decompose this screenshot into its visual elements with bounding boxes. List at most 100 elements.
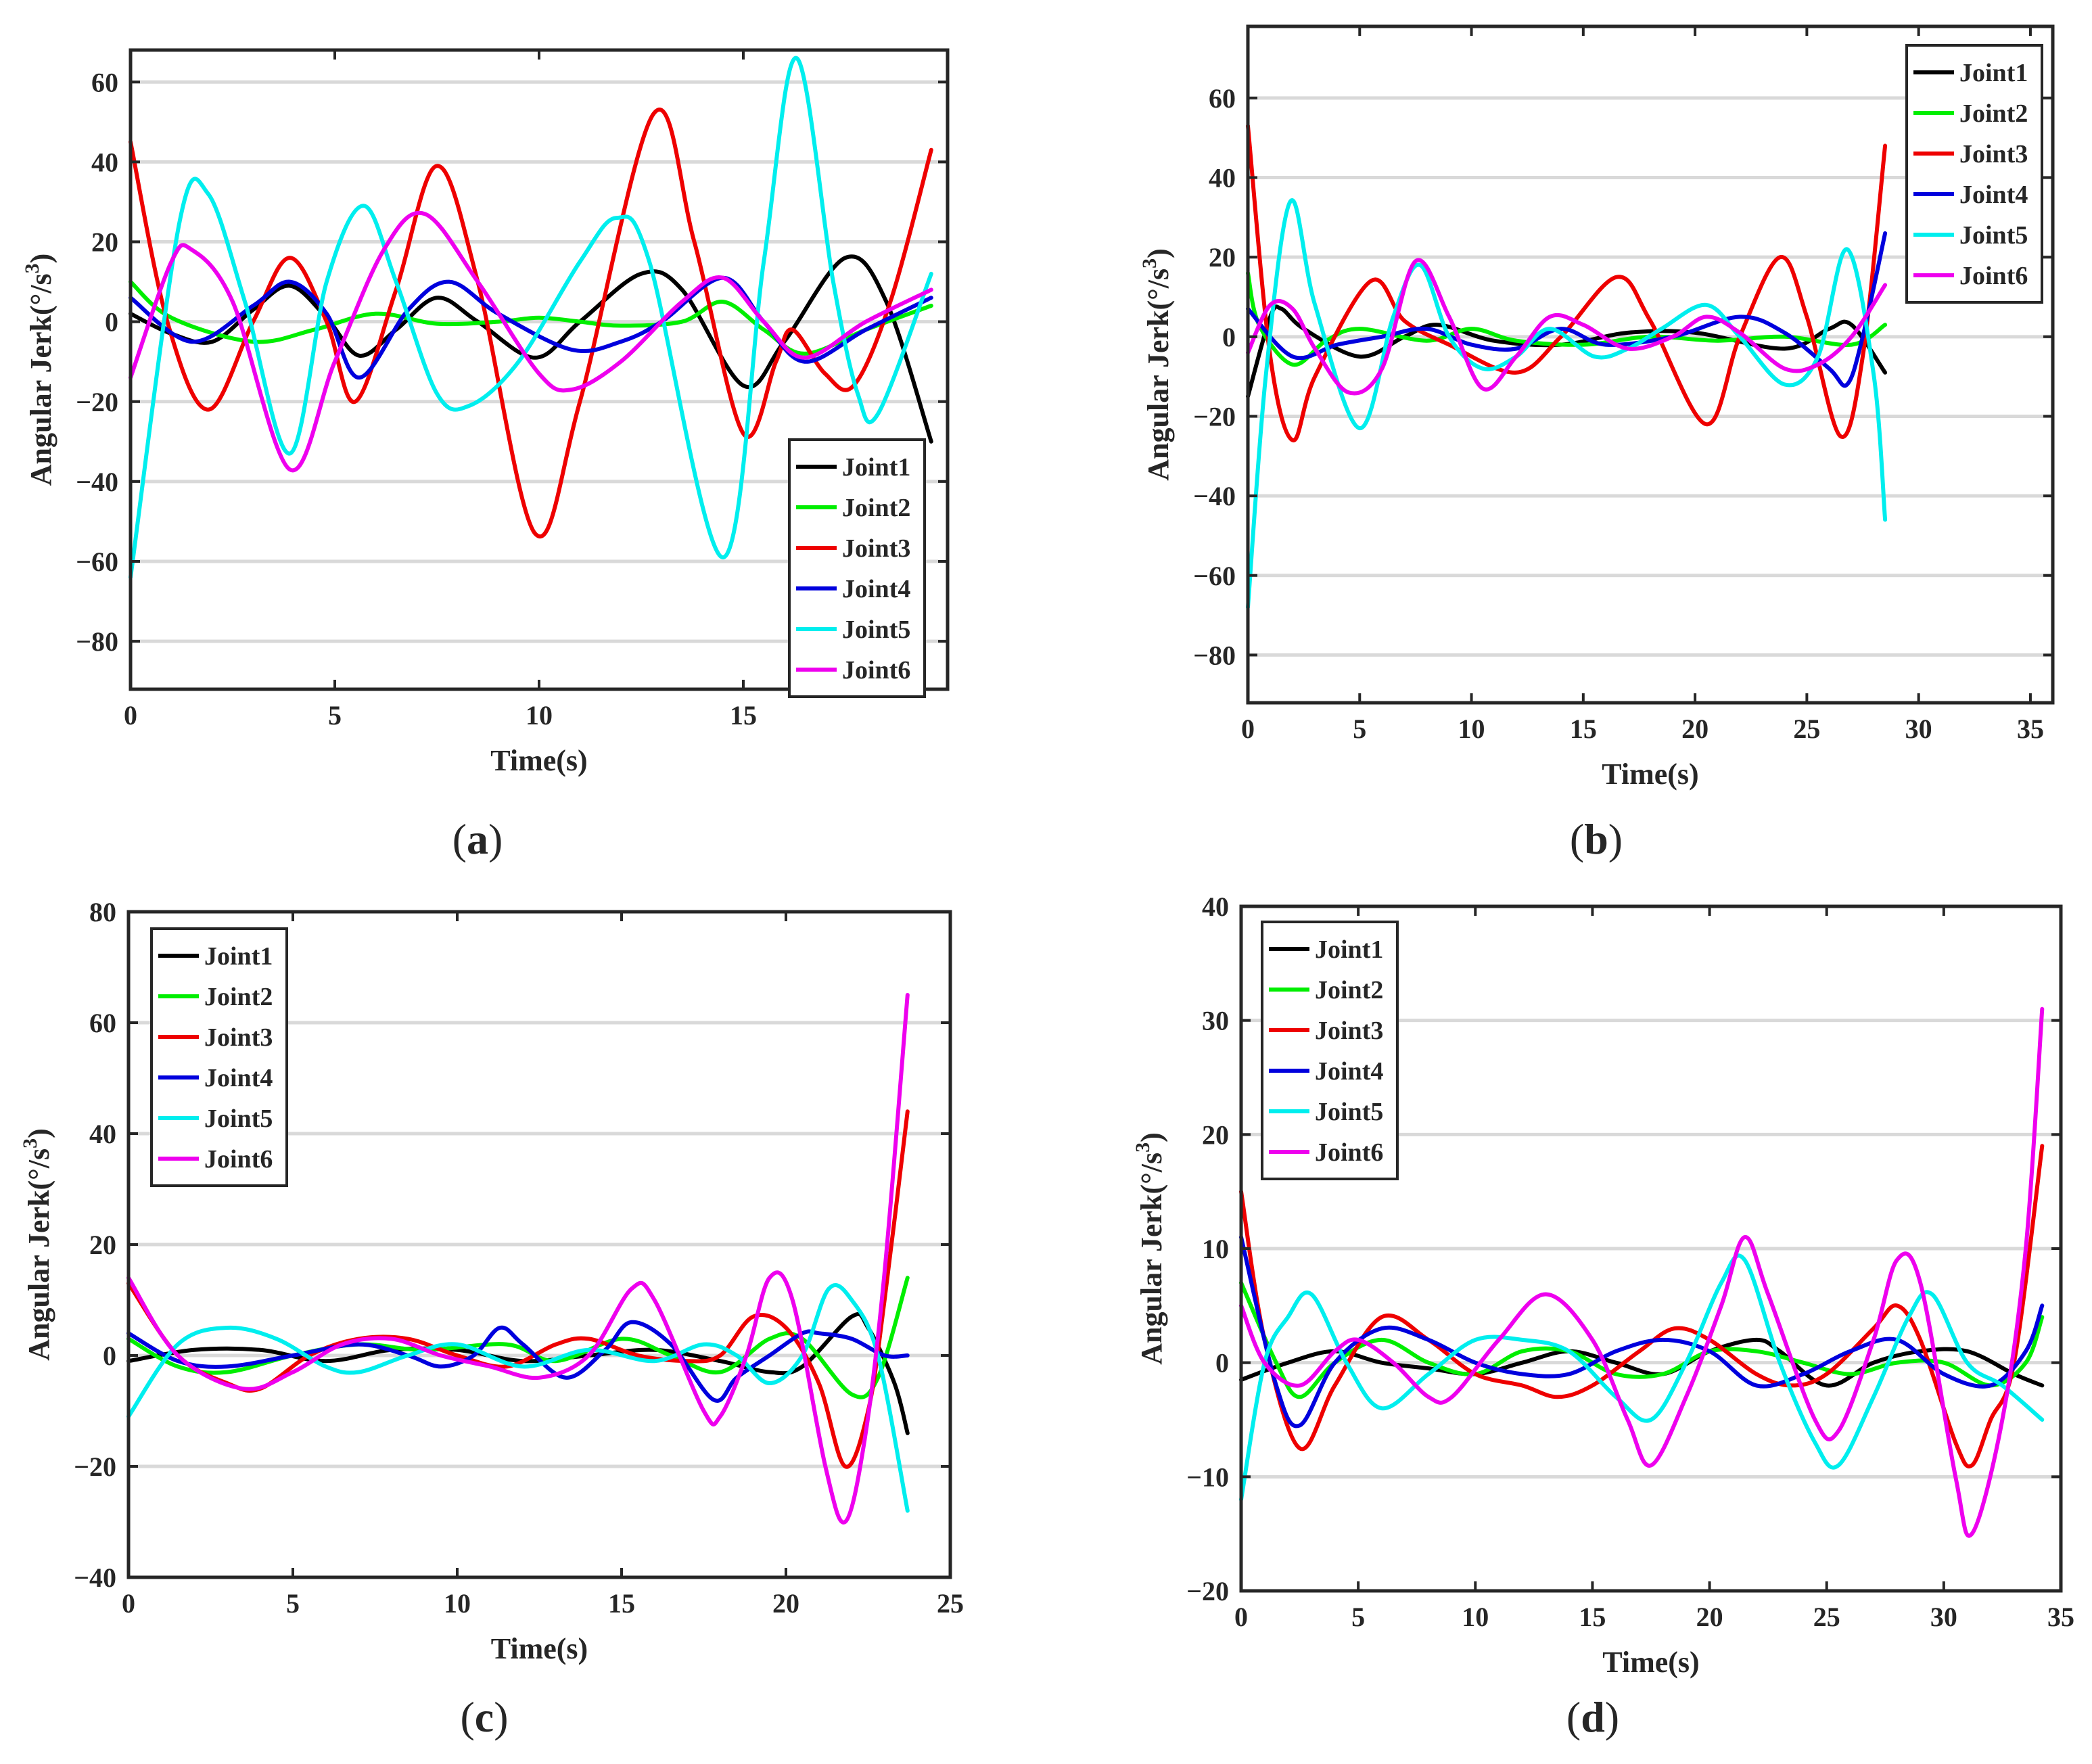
legend-label-joint1: Joint1 [204,942,273,971]
legend-label-joint1: Joint1 [1315,935,1383,964]
panel-label-letter: b [1584,815,1608,863]
panel-d: 0 5 10 15 20 25 30 35 −20 −10 0 10 20 30 40 Time(s) Angu… [1132,891,2074,1741]
legend-label-joint3: Joint3 [1959,140,2028,168]
y-tick-label: −40 [74,1562,116,1593]
y-axis-title-close: ) [22,1128,55,1138]
y-tick-label: 30 [1202,1006,1229,1036]
y-axis-title-main: Angular Jerk(°/s [24,273,57,486]
series-line-joint2 [1246,271,1888,367]
series-line-joint4 [1239,1235,2045,1429]
series-line-joint1 [129,254,933,444]
panel-label-open: ( [1570,815,1584,863]
panel-a: 0 5 10 15 −80 −60 −40 −20 0 20 40 60 Time(s) Angular … [21,48,950,863]
panel-label: (b) [1570,815,1623,863]
plot-area [126,993,910,1525]
y-tick-label: 20 [91,227,118,258]
y-tick-label: 60 [89,1008,116,1038]
legend: Joint1 Joint2 Joint3 Joint4 Joint5 Joint6 [1261,921,1399,1180]
panel-label: (a) [452,815,503,863]
legend-label-joint3: Joint3 [204,1023,273,1052]
y-tick-label: 0 [1215,1348,1229,1378]
series-line-joint5 [1239,1253,2045,1502]
panel-label: (d) [1566,1693,1619,1741]
y-axis-title-superscript: 3 [19,1138,41,1148]
x-tick-label: 10 [1458,714,1485,744]
y-tick-label: 40 [1209,163,1236,193]
legend-label-joint6: Joint6 [842,656,910,684]
panel-b: 0 5 10 15 20 25 30 35 −80 −60 −40 −20 0 20 40 60 Time(s)… [1138,24,2055,863]
x-tick-label: 20 [1696,1602,1723,1632]
x-axis-title: Time(s) [491,1632,588,1665]
legend-label-joint2: Joint2 [1315,976,1383,1004]
y-tick-label: 20 [1202,1119,1229,1150]
y-tick-label: 40 [91,147,118,177]
legend-label-joint2: Joint2 [204,983,273,1011]
x-tick-label: 35 [2047,1602,2074,1632]
series-line-joint3 [129,108,933,539]
panel-label-close: ) [488,815,503,863]
y-tick-label: 0 [103,1341,116,1371]
legend-label-joint2: Joint2 [1959,99,2028,128]
ticks: 0 5 10 15 20 25 30 35 −80 −60 −40 −20 0 20 40 60 [1193,26,2053,744]
plot-area [129,55,933,580]
legend-box [788,438,926,698]
y-axis-title-main: Angular Jerk(°/s [1135,1153,1168,1365]
panel-label-letter: d [1581,1693,1605,1741]
y-tick-label: 20 [1209,242,1236,273]
legend: Joint1 Joint2 Joint3 Joint4 Joint5 Joint6 [150,927,288,1187]
series-line-joint5 [129,55,933,580]
y-axis-title-main: Angular Jerk(°/s [22,1148,55,1361]
series-line-joint2 [126,1276,910,1399]
x-tick-label: 20 [1681,714,1709,744]
legend-label-joint3: Joint3 [1315,1017,1383,1045]
x-tick-label: 30 [1930,1602,1957,1632]
panel-label-open: ( [452,815,467,863]
series-line-joint6 [129,210,933,473]
y-tick-label: 10 [1202,1234,1229,1264]
x-tick-label: 5 [1351,1602,1365,1632]
x-tick-label: 5 [328,700,342,730]
y-tick-label: 0 [105,307,118,338]
y-tick-label: −20 [1193,401,1236,432]
panel-label-close: ) [1608,815,1623,863]
y-tick-label: −20 [76,387,118,417]
series-line-joint6 [126,993,910,1525]
series-line-joint5 [126,1283,910,1513]
y-axis-title: Angular Jerk(°/s3) [21,254,57,486]
legend-label-joint5: Joint5 [842,616,910,644]
y-axis-title-superscript: 3 [1138,258,1161,269]
panel-label: (c) [460,1693,508,1741]
legend-label-joint5: Joint5 [1959,221,2028,250]
y-tick-label: −20 [74,1452,116,1482]
x-tick-label: 5 [1353,714,1366,744]
panel-label-close: ) [494,1693,508,1741]
y-axis-title: Angular Jerk(°/s3) [1132,1132,1168,1364]
legend-box [150,927,288,1187]
legend-label-joint6: Joint6 [1959,262,2028,290]
legend-label-joint5: Joint5 [1315,1098,1383,1126]
axes-box [1246,24,2055,705]
plot-area [1239,1006,2045,1538]
y-axis-title-superscript: 3 [21,263,43,273]
ticks: 0 5 10 15 −80 −60 −40 −20 0 20 40 60 [76,50,948,730]
legend-label-joint1: Joint1 [1959,59,2028,87]
legend-box [1905,44,2043,304]
gridlines [131,80,948,643]
ticks: 0 5 10 15 20 25 −40 −20 0 20 40 60 80 [74,897,964,1619]
x-axis-title: Time(s) [490,744,587,777]
x-tick-label: 5 [286,1588,300,1619]
y-tick-label: 80 [89,897,116,927]
x-tick-label: 25 [1813,1602,1840,1632]
x-tick-label: 25 [1793,714,1820,744]
legend: Joint1 Joint2 Joint3 Joint4 Joint5 Joint6 [788,438,926,698]
y-tick-label: 20 [89,1230,116,1260]
y-axis-title: Angular Jerk(°/s3) [1138,248,1175,480]
x-tick-label: 35 [2017,714,2044,744]
y-tick-label: −60 [1193,561,1236,591]
panel-label-close: ) [1605,1693,1619,1741]
panel-c: 0 5 10 15 20 25 −40 −20 0 20 40 60 80 Time(s) Angular … [19,897,964,1741]
x-tick-label: 0 [122,1588,135,1619]
legend-label-joint1: Joint1 [842,453,910,482]
legend-label-joint6: Joint6 [204,1145,273,1174]
